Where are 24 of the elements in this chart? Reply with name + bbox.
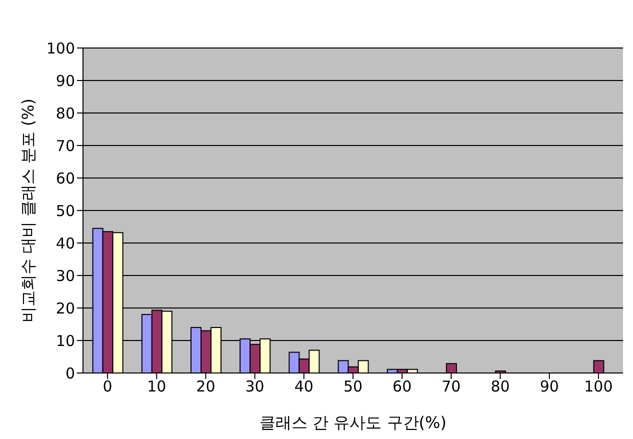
x-tick-label: 0 (102, 378, 112, 396)
y-tick-label: 70 (56, 136, 75, 155)
x-tick-label: 40 (294, 378, 314, 396)
y-tick-label: 40 (56, 234, 75, 252)
x-axis-title: 클래스 간 유사도 구간(%) (260, 413, 446, 432)
y-tick-label: 30 (56, 266, 75, 285)
y-tick-label: 100 (46, 39, 75, 58)
x-tick-label: 30 (245, 378, 264, 396)
y-tick-label: 90 (56, 72, 75, 90)
y-tick-label: 10 (56, 332, 75, 350)
x-tick-label: 60 (392, 378, 412, 396)
x-tick-label: 20 (196, 378, 216, 396)
x-tick-label: 10 (147, 378, 166, 396)
y-tick-label: 80 (56, 104, 75, 122)
y-tick-label: 20 (56, 299, 75, 318)
x-tick-label: 100 (584, 378, 613, 396)
y-axis-title: 비교회수 대비 클래스 분포 (%) (18, 98, 38, 323)
y-tick-label: 60 (56, 169, 75, 188)
x-tick-label: 90 (540, 378, 559, 396)
x-tick-label: 70 (442, 378, 461, 396)
y-tick-label: 0 (65, 364, 75, 382)
x-tick-label: 80 (490, 378, 510, 396)
y-tick-label: 50 (56, 202, 75, 220)
x-tick-label: 50 (343, 378, 363, 396)
